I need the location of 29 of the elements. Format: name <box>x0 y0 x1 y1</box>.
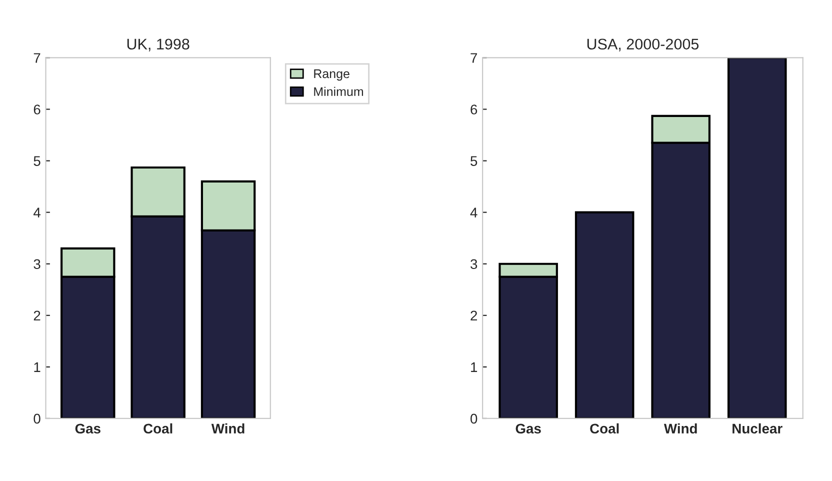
chart-title: USA, 2000-2005 <box>587 38 699 52</box>
x-tick-label: Gas <box>516 424 541 434</box>
y-tick-label: 5 <box>34 156 40 166</box>
x-tick-label: Wind <box>664 423 697 434</box>
y-tick-label: 3 <box>470 259 478 270</box>
chart-title: UK, 1998 <box>127 38 190 52</box>
y-tick-label: 7 <box>470 53 477 63</box>
y-tick-label: 2 <box>470 310 477 320</box>
y-tick-label: 6 <box>470 104 478 114</box>
x-tick-label: Coal <box>144 423 172 434</box>
y-tick-label: 3 <box>34 259 40 270</box>
bar <box>727 58 787 418</box>
y-tick-label: 2 <box>34 310 40 320</box>
y-tick-label: 0 <box>470 414 478 424</box>
x-tick-label: Gas <box>75 424 100 434</box>
y-tick-label: 0 <box>34 414 40 424</box>
y-tick-label: 1 <box>471 362 478 372</box>
y-tick-label: 1 <box>34 362 40 372</box>
bar <box>574 211 634 418</box>
y-tick-label: 4 <box>33 208 40 218</box>
legend-label: Range <box>314 69 350 81</box>
x-tick-label: Coal <box>590 423 619 434</box>
x-tick-label: Nuclear <box>732 423 782 434</box>
y-tick-label: 5 <box>470 156 478 166</box>
x-tick-label: Wind <box>211 423 244 434</box>
y-tick-label: 7 <box>34 53 40 63</box>
y-tick-label: 4 <box>470 208 478 218</box>
y-tick-label: 6 <box>34 104 40 114</box>
legend-label: Minimum <box>314 86 364 96</box>
